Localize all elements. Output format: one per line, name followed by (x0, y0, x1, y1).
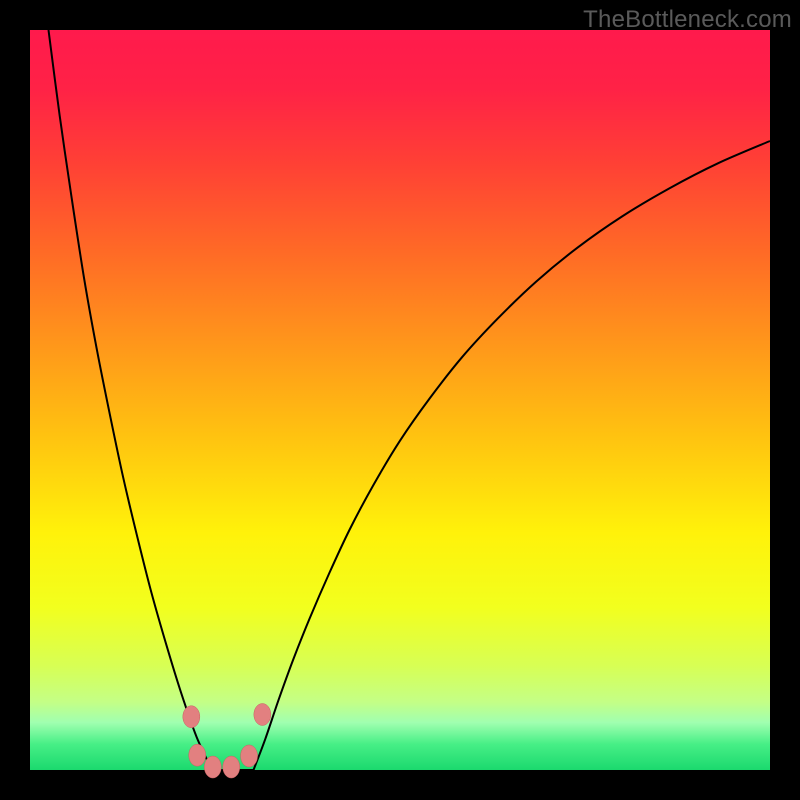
curve-marker (183, 706, 200, 728)
watermark-text: TheBottleneck.com (583, 6, 792, 34)
curve-marker (241, 745, 258, 767)
curve-marker (223, 756, 240, 778)
curve-marker (204, 756, 221, 778)
curve-marker (189, 744, 206, 766)
chart-svg (0, 0, 800, 800)
curve-marker (254, 704, 271, 726)
plot-background (30, 30, 770, 770)
chart-canvas: TheBottleneck.com (0, 0, 800, 800)
